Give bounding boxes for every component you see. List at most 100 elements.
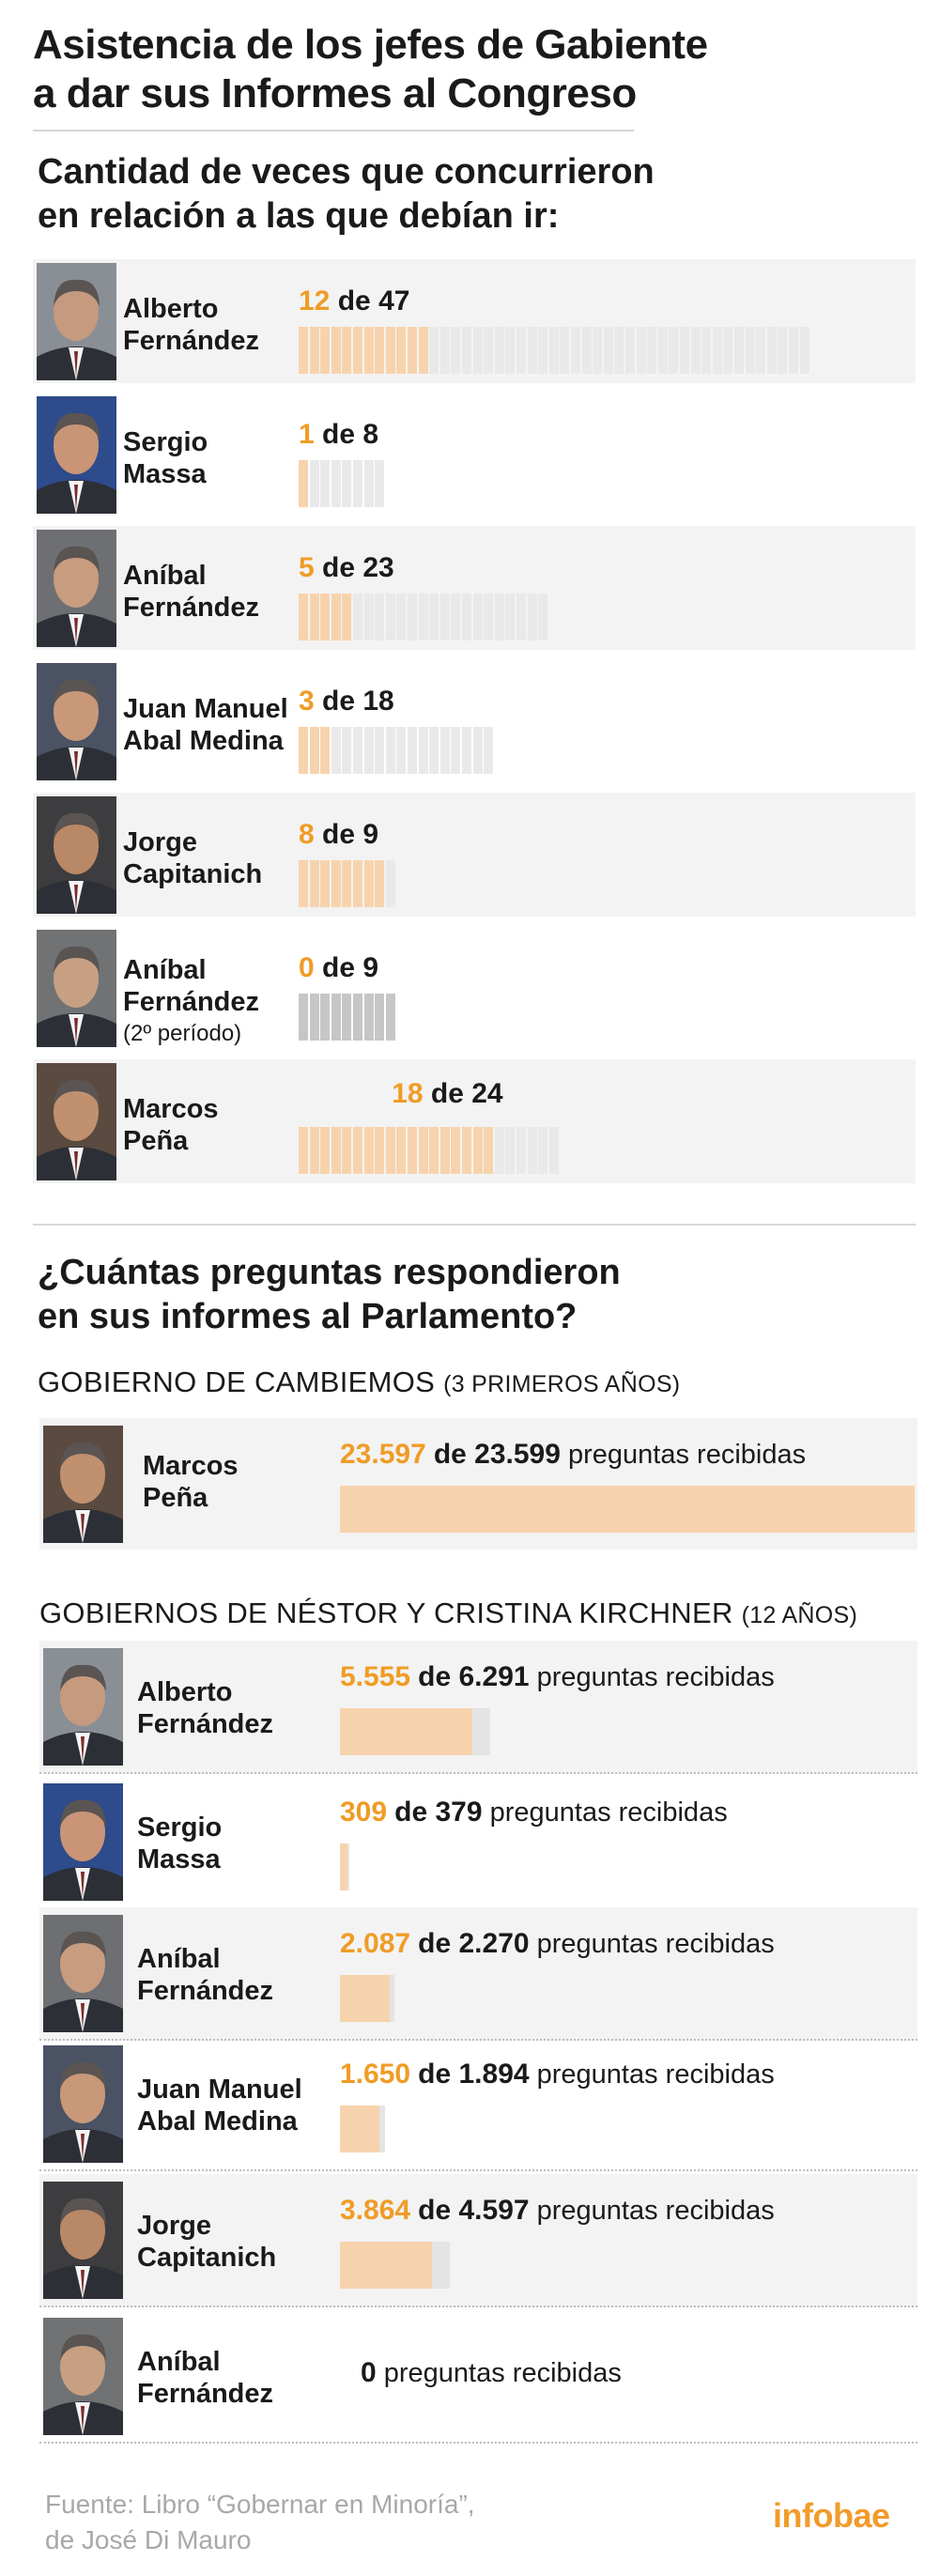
- missed-segment: [451, 727, 461, 774]
- missed-segment: [538, 594, 548, 640]
- portrait-hair: [60, 1799, 106, 1827]
- name-line-2: Peña: [123, 1126, 189, 1156]
- portrait-image: [37, 530, 116, 647]
- person-name: Aníbal Fernández: [137, 2346, 273, 2410]
- portrait-face: [54, 416, 99, 474]
- title-line-1: Asistencia de los jefes de Gabiente: [33, 22, 708, 68]
- answered-value: 309: [340, 1797, 388, 1828]
- missed-segment: [353, 460, 362, 507]
- portrait-tie: [81, 2134, 85, 2160]
- questions-row: Alberto Fernández 5.555 de 6.291 preguntas…: [39, 1641, 917, 1774]
- name-line-2: Massa: [137, 1844, 221, 1874]
- received-value: de 1.894: [418, 2059, 530, 2090]
- name-line-2: Fernández: [123, 326, 260, 356]
- portrait-hair: [54, 679, 100, 706]
- total-value: de 47: [337, 285, 410, 316]
- name-line-1: Juan Manuel: [137, 2075, 302, 2105]
- attended-segment: [331, 594, 341, 640]
- received-value: de 379: [394, 1797, 483, 1828]
- questions-row: Aníbal Fernández 0 preguntas recibidas: [39, 2310, 917, 2444]
- missed-segment: [789, 327, 798, 374]
- attendance-bar: [299, 594, 549, 640]
- attended-segment: [309, 594, 319, 640]
- missed-segment: [527, 1127, 537, 1174]
- missed-segment: [505, 327, 516, 374]
- questions-row: Jorge Capitanich 3.864 de 4.597 preguntas …: [39, 2174, 917, 2307]
- person-name: Juan Manuel Abal Medina: [123, 693, 288, 757]
- missed-segment: [745, 327, 755, 374]
- name-line-1: Aníbal: [137, 1944, 221, 1974]
- attended-segment: [472, 1127, 483, 1174]
- attendance-row: Jorge Capitanich 8 de 9: [33, 793, 916, 917]
- missed-segment: [353, 594, 362, 640]
- missed-segment: [375, 460, 385, 507]
- missed-segment: [299, 994, 308, 1041]
- questions-count: 2.087 de 2.270 preguntas recibidas: [340, 1928, 775, 1960]
- person-name: Jorge Capitanich: [137, 2210, 276, 2274]
- attended-value: 18: [392, 1078, 424, 1109]
- portrait-image: [43, 2318, 123, 2435]
- missed-segment: [548, 1127, 559, 1174]
- portrait-face: [60, 2201, 105, 2260]
- missed-segment: [363, 460, 374, 507]
- portrait-face-4: [37, 663, 116, 780]
- attended-segment: [375, 327, 385, 374]
- attendance-bar: [299, 994, 396, 1041]
- portrait-face: [60, 1445, 105, 1504]
- missed-segment: [462, 327, 471, 374]
- name-line-1: Alberto: [123, 294, 219, 324]
- received-value: de 2.270: [418, 1928, 530, 1959]
- attendance-row: Juan Manuel Abal Medina 3 de 18: [33, 659, 916, 783]
- portrait-face: [54, 283, 99, 341]
- questions-suffix: preguntas recibidas: [383, 2358, 622, 2388]
- attended-segment: [299, 327, 308, 374]
- portrait-tie: [74, 618, 78, 644]
- missed-segment: [494, 327, 504, 374]
- attendance-row: Alberto Fernández 12 de 47: [33, 259, 916, 383]
- attended-segment: [429, 1127, 439, 1174]
- missed-segment: [505, 594, 516, 640]
- attended-segment: [439, 1127, 450, 1174]
- received-value: de 23.599: [433, 1439, 561, 1470]
- person-name: Aníbal Fernández: [137, 1943, 273, 2007]
- attended-segment: [375, 1127, 385, 1174]
- portrait-tie: [74, 351, 78, 378]
- portrait-face: [54, 816, 99, 874]
- person-name: Marcos Peña: [123, 1093, 219, 1157]
- missed-segment: [625, 327, 635, 374]
- questions-suffix: preguntas recibidas: [536, 2059, 775, 2090]
- name-line-1: Aníbal: [123, 955, 207, 985]
- missed-segment: [375, 594, 385, 640]
- attended-segment: [320, 1127, 331, 1174]
- questions-count: 1.650 de 1.894 preguntas recibidas: [340, 2059, 775, 2090]
- portrait-image: [43, 1783, 123, 1901]
- missed-segment: [538, 1127, 548, 1174]
- questions-suffix: preguntas recibidas: [568, 1440, 807, 1470]
- person-name: Alberto Fernández: [137, 1676, 273, 1740]
- section1-heading-line-1: Cantidad de veces que concurrieron: [38, 152, 655, 192]
- source-line-2: de José Di Mauro: [45, 2525, 252, 2554]
- missed-segment: [723, 327, 733, 374]
- name-line-2: Abal Medina: [137, 2106, 298, 2136]
- missed-segment: [451, 594, 461, 640]
- portrait-face-3: [43, 1915, 123, 2032]
- questions-count: 0 preguntas recibidas: [361, 2357, 622, 2389]
- section2-heading: ¿Cuántas preguntas respondieron en sus i…: [38, 1251, 621, 1339]
- portrait-face-5: [37, 796, 116, 914]
- attended-segment: [342, 860, 352, 907]
- questions-row: Juan Manuel Abal Medina 1.650 de 1.894 pre…: [39, 2038, 917, 2171]
- missed-segment: [353, 727, 362, 774]
- name-line-2: Fernández: [137, 1709, 274, 1739]
- attended-segment: [385, 327, 395, 374]
- name-line-1: Marcos: [143, 1451, 239, 1481]
- missed-segment: [342, 460, 352, 507]
- total-value: de 18: [322, 686, 394, 717]
- missed-segment: [527, 594, 537, 640]
- portrait-hair: [60, 1931, 106, 1958]
- missed-segment: [756, 327, 766, 374]
- missed-segment: [385, 860, 395, 907]
- missed-segment: [363, 727, 374, 774]
- missed-segment: [385, 994, 395, 1041]
- name-line-2: Capitanich: [123, 859, 263, 889]
- attended-segment: [331, 1127, 341, 1174]
